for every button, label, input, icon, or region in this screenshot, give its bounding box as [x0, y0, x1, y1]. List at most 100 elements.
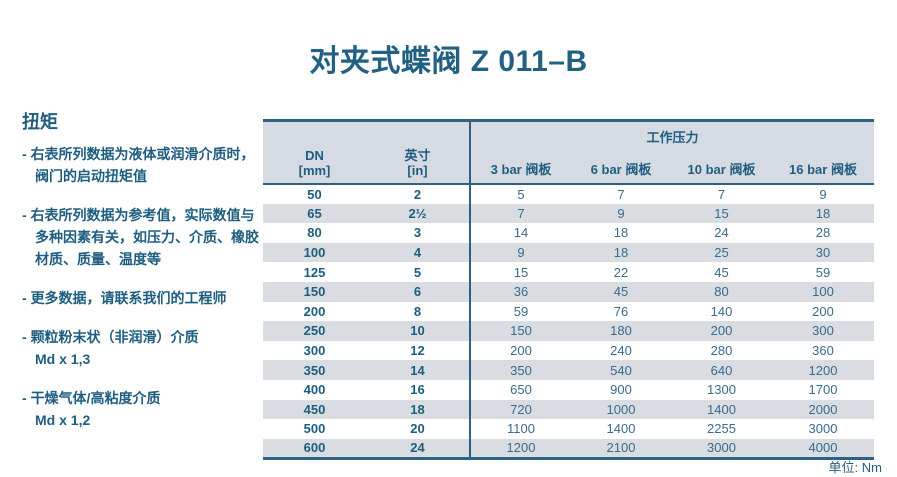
dn-cell: 65	[263, 203, 366, 224]
torque-value-10bar: 1300	[707, 382, 736, 398]
table-row: 65 2½ 7 9 15 18	[263, 203, 875, 224]
torque-value-10bar: 15	[671, 203, 772, 224]
inch-cell: 4	[366, 242, 470, 263]
torque-value-16bar: 200	[812, 303, 834, 319]
torque-value-10bar: 80	[671, 281, 772, 302]
table-row: 200 8 59 76 140 200	[263, 301, 874, 322]
torque-value-6bar: 18	[571, 242, 671, 263]
torque-value-3bar: 36	[469, 281, 571, 302]
header-dn: DN [mm]	[263, 148, 366, 185]
inch-cell: 8	[413, 303, 422, 319]
torque-value-16bar: 360	[812, 343, 834, 359]
inch-cell: 10	[366, 321, 470, 341]
note-item: 右表所列数据为参考值，实际数值与多种因素有关，如压力、介质、橡胶材质、质量、温度…	[22, 204, 268, 270]
note-item: 更多数据，请联系我们的工程师	[22, 287, 268, 309]
torque-value-16bar: 9	[819, 186, 827, 202]
torque-value-6bar: 540	[571, 360, 671, 380]
table-row: 500 20 1100 1400 2255 3000	[263, 419, 874, 439]
torque-value-10bar: 7	[717, 186, 726, 202]
note-text: 更多数据，请联系我们的工程师	[22, 287, 268, 309]
table-row: 300 12 200 240 280 360	[263, 340, 874, 361]
table-row: 80 3 14 18 24 28	[263, 223, 874, 243]
table-row: 400 16 650 900 1300 1700	[263, 379, 874, 400]
sidebar-heading: 扭矩	[22, 112, 58, 132]
note-text: 颗粒粉末状（非润滑）介质	[22, 326, 268, 348]
torque-table-wrap: 工作压力 DN [mm] 英寸 [in] 3 bar 阀板 6 bar 阀板 1…	[263, 119, 875, 460]
torque-value-10bar: 280	[710, 343, 733, 359]
torque-value-6bar: 76	[613, 303, 629, 319]
note-text: 干燥气体/高粘度介质	[22, 387, 268, 409]
torque-value-16bar: 3000	[808, 421, 838, 437]
torque-value-10bar: 24	[714, 225, 729, 241]
header-6bar: 6 bar 阀板	[571, 148, 671, 185]
torque-table: 工作压力 DN [mm] 英寸 [in] 3 bar 阀板 6 bar 阀板 1…	[263, 119, 875, 460]
torque-value-3bar: 59	[469, 301, 571, 322]
note-subtext: Md x 1,2	[35, 412, 91, 428]
table-row: 150 6 36 45 80 100	[263, 281, 875, 302]
torque-value-16bar: 28	[815, 225, 831, 241]
dn-cell: 100	[263, 242, 366, 263]
torque-value-3bar: 15	[469, 262, 571, 282]
torque-value-6bar: 2100	[571, 438, 671, 459]
torque-value-10bar: 45	[714, 264, 729, 280]
torque-value-3bar: 1100	[469, 419, 571, 439]
torque-value-10bar: 3000	[671, 438, 772, 459]
inch-cell: 2	[413, 186, 422, 202]
page-title: 对夹式蝶阀 Z 011–B	[309, 45, 588, 78]
torque-value-3bar: 1200	[469, 438, 571, 459]
dn-cell: 400	[303, 382, 326, 398]
torque-value-6bar: 240	[610, 343, 632, 359]
header-3bar: 3 bar 阀板	[469, 148, 571, 185]
inch-cell: 24	[366, 438, 470, 459]
torque-value-10bar: 200	[671, 321, 772, 341]
note-text: 右表所列数据为参考值，实际数值与多种因素有关，如压力、介质、橡胶材质、质量、温度…	[22, 204, 268, 270]
torque-value-16bar: 300	[772, 321, 875, 341]
note-item: 右表所列数据为液体或润滑介质时，阀门的启动扭矩值	[22, 143, 268, 187]
dn-cell: 300	[303, 343, 326, 359]
inch-cell: 16	[410, 382, 425, 398]
table-row: 50 2 5 7 7 9	[263, 184, 874, 204]
torque-value-6bar: 22	[613, 264, 629, 280]
torque-value-6bar: 7	[617, 186, 625, 202]
torque-value-16bar: 1700	[808, 382, 838, 398]
torque-value-16bar: 2000	[772, 399, 875, 420]
torque-value-6bar: 9	[571, 203, 671, 224]
torque-value-16bar: 18	[772, 203, 875, 224]
torque-value-10bar: 640	[671, 360, 772, 380]
torque-value-3bar: 720	[469, 399, 571, 420]
dn-cell: 600	[263, 438, 366, 459]
dn-cell: 150	[263, 281, 366, 302]
inch-cell: 20	[410, 421, 425, 437]
torque-value-3bar: 14	[469, 223, 571, 243]
torque-value-3bar: 650	[469, 379, 571, 400]
torque-value-16bar: 4000	[772, 438, 875, 459]
torque-value-3bar: 5	[469, 184, 571, 204]
note-item: 干燥气体/高粘度介质 Md x 1,2	[22, 387, 268, 431]
torque-value-6bar: 45	[571, 281, 671, 302]
inch-cell: 6	[366, 281, 470, 302]
table-row: 350 14 350 540 640 1200	[263, 360, 875, 380]
torque-value-16bar: 1200	[772, 360, 875, 380]
header-working-pressure: 工作压力	[468, 120, 875, 148]
unit-note: 单位: Nm	[828, 460, 882, 475]
table-row: 125 5 15 22 45 59	[263, 262, 874, 282]
dn-cell: 450	[263, 399, 366, 420]
torque-value-6bar: 1000	[571, 399, 671, 420]
dn-cell: 200	[303, 303, 326, 319]
inch-cell: 18	[366, 399, 470, 420]
header-dn-unit: [mm]	[298, 163, 331, 178]
inch-cell: 5	[413, 264, 422, 280]
inch-cell: 3	[413, 225, 422, 241]
header-inch-label: 英寸	[404, 148, 431, 163]
torque-value-6bar: 1400	[606, 421, 636, 437]
torque-value-10bar: 2255	[707, 421, 736, 437]
torque-value-3bar: 9	[469, 242, 571, 263]
header-10bar: 10 bar 阀板	[671, 148, 772, 185]
torque-value-16bar: 30	[772, 242, 875, 263]
torque-value-16bar: 59	[815, 264, 831, 280]
dn-cell: 500	[303, 421, 326, 437]
torque-value-3bar: 7	[469, 203, 571, 224]
torque-value-3bar: 150	[469, 321, 571, 341]
header-corner	[263, 120, 470, 148]
